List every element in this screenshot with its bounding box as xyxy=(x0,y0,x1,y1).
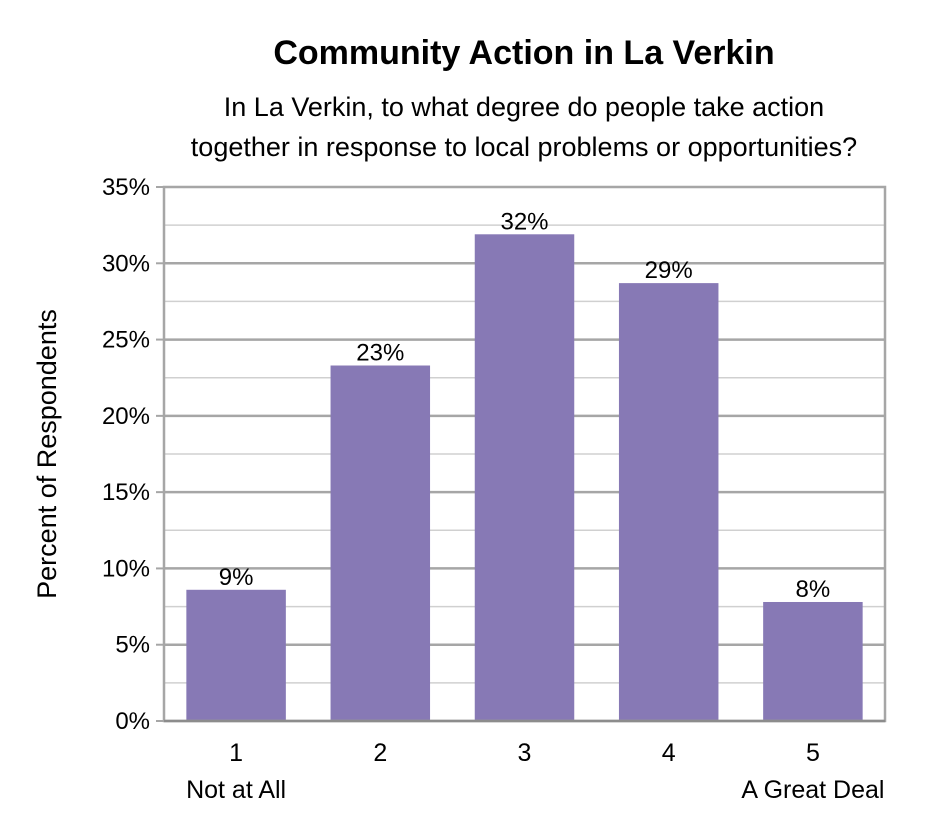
x-tick-sublabel-1: Not at All xyxy=(186,776,286,804)
bar-1 xyxy=(186,589,286,721)
x-tick-sublabel-5: A Great Deal xyxy=(741,776,884,804)
y-tick-label: 10% xyxy=(102,555,150,582)
chart-subtitle-line-1: In La Verkin, to what degree do people t… xyxy=(224,92,824,122)
y-tick-label: 25% xyxy=(102,327,150,354)
data-label-2: 23% xyxy=(356,340,404,367)
y-tick-label: 30% xyxy=(102,250,150,277)
data-label-3: 32% xyxy=(500,208,548,235)
y-axis-tick-labels: 0% 5% 10% 15% 20% 25% 30% 35% xyxy=(102,174,150,735)
y-tick-label: 0% xyxy=(115,708,150,735)
bar-3 xyxy=(474,234,575,721)
x-tick-label-5: 5 xyxy=(806,739,820,767)
chart-subtitle-line-2: together in response to local problems o… xyxy=(191,132,857,162)
data-label-4: 29% xyxy=(645,257,693,284)
data-label-5: 8% xyxy=(796,576,831,603)
y-tick-label: 5% xyxy=(115,632,150,659)
bar-5 xyxy=(763,601,863,721)
data-labels: 9% 23% 32% 29% 8% xyxy=(219,208,830,603)
x-tick-label-1: 1 xyxy=(229,739,243,767)
data-label-1: 9% xyxy=(219,564,254,591)
x-tick-label-4: 4 xyxy=(662,739,676,767)
y-axis-title: Percent of Respondents xyxy=(32,309,62,599)
y-tick-label: 35% xyxy=(102,174,150,201)
y-tick-label: 15% xyxy=(102,479,150,506)
bar-2 xyxy=(330,365,431,721)
bar-4 xyxy=(618,283,719,721)
bars xyxy=(186,234,863,721)
y-tick-label: 20% xyxy=(102,403,150,430)
x-tick-label-3: 3 xyxy=(518,739,532,767)
plot-area-frame xyxy=(162,185,887,723)
x-tick-label-2: 2 xyxy=(373,739,387,767)
chart-title: Community Action in La Verkin xyxy=(273,34,774,72)
x-axis-tick-labels: 1 Not at All 2 3 4 5 A Great Deal xyxy=(186,739,884,804)
